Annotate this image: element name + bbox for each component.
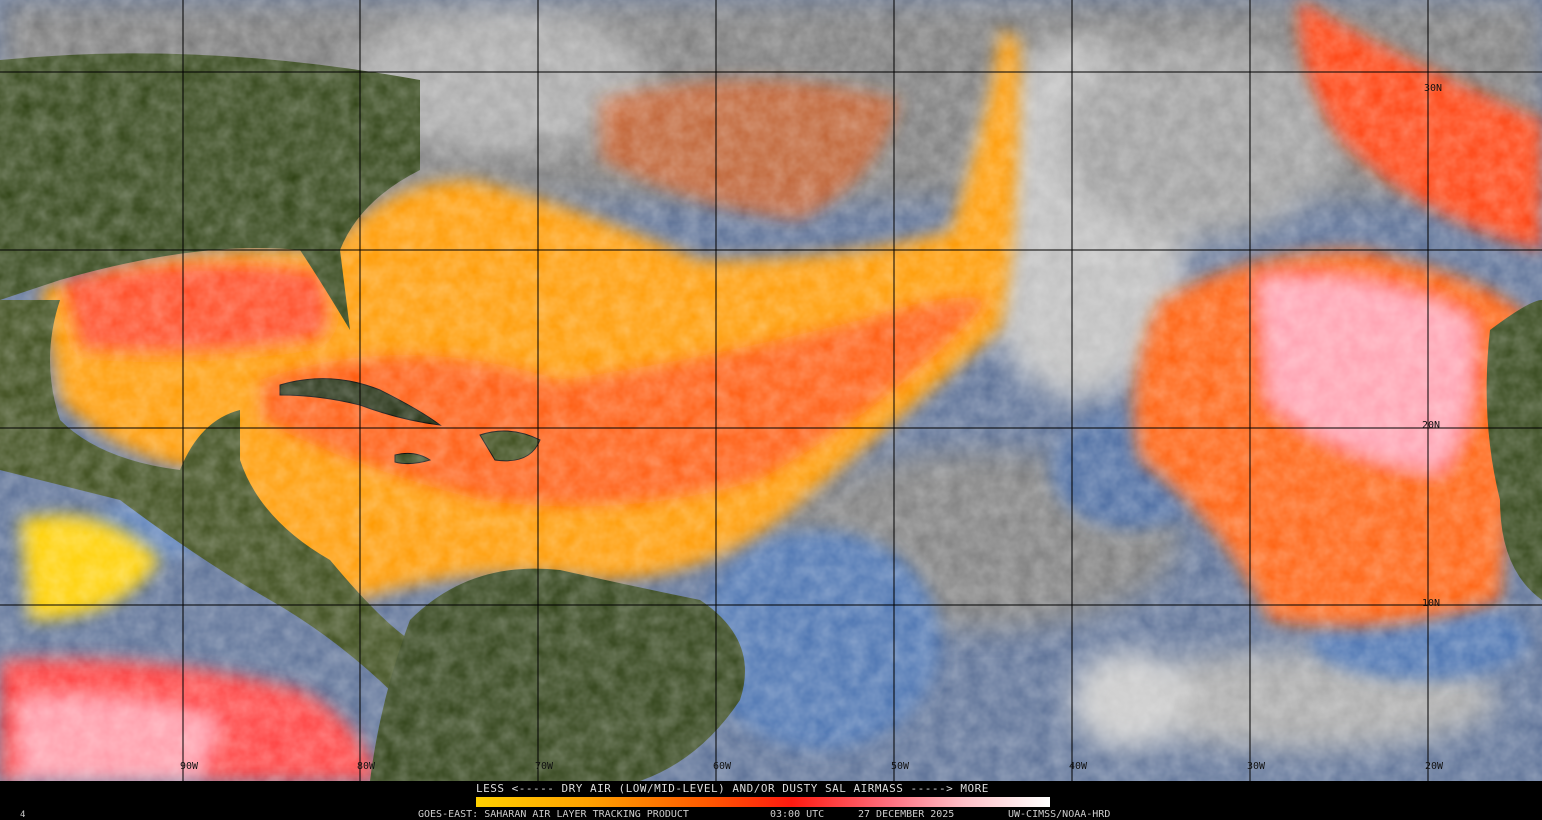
texture-overlay: [0, 0, 1542, 781]
timestamp-date: 27 DECEMBER 2025: [858, 809, 955, 820]
legend-title: LESS <----- DRY AIR (LOW/MID-LEVEL) AND/…: [476, 782, 989, 795]
product-name: GOES-EAST: SAHARAN AIR LAYER TRACKING PR…: [418, 809, 689, 820]
lon-label: 40W: [1069, 761, 1088, 772]
lon-label: 90W: [180, 761, 199, 772]
timestamp-time: 03:00 UTC: [770, 809, 825, 820]
lon-label: 60W: [713, 761, 732, 772]
lon-label: 30W: [1247, 761, 1266, 772]
lat-label: 10N: [1422, 598, 1441, 609]
lat-label: 30N: [1424, 83, 1443, 94]
credit-text: UW-CIMSS/NOAA-HRD: [1008, 809, 1111, 820]
lat-lon-grid: [0, 0, 1542, 781]
lat-label: 20N: [1422, 420, 1441, 431]
lon-label: 20W: [1425, 761, 1444, 772]
lon-label: 70W: [535, 761, 554, 772]
corner-mark: 4: [20, 810, 26, 820]
lon-label: 50W: [891, 761, 910, 772]
sal-satellite-map[interactable]: [0, 0, 1542, 781]
lon-label: 80W: [357, 761, 376, 772]
dry-air-colorbar: [476, 797, 1050, 807]
